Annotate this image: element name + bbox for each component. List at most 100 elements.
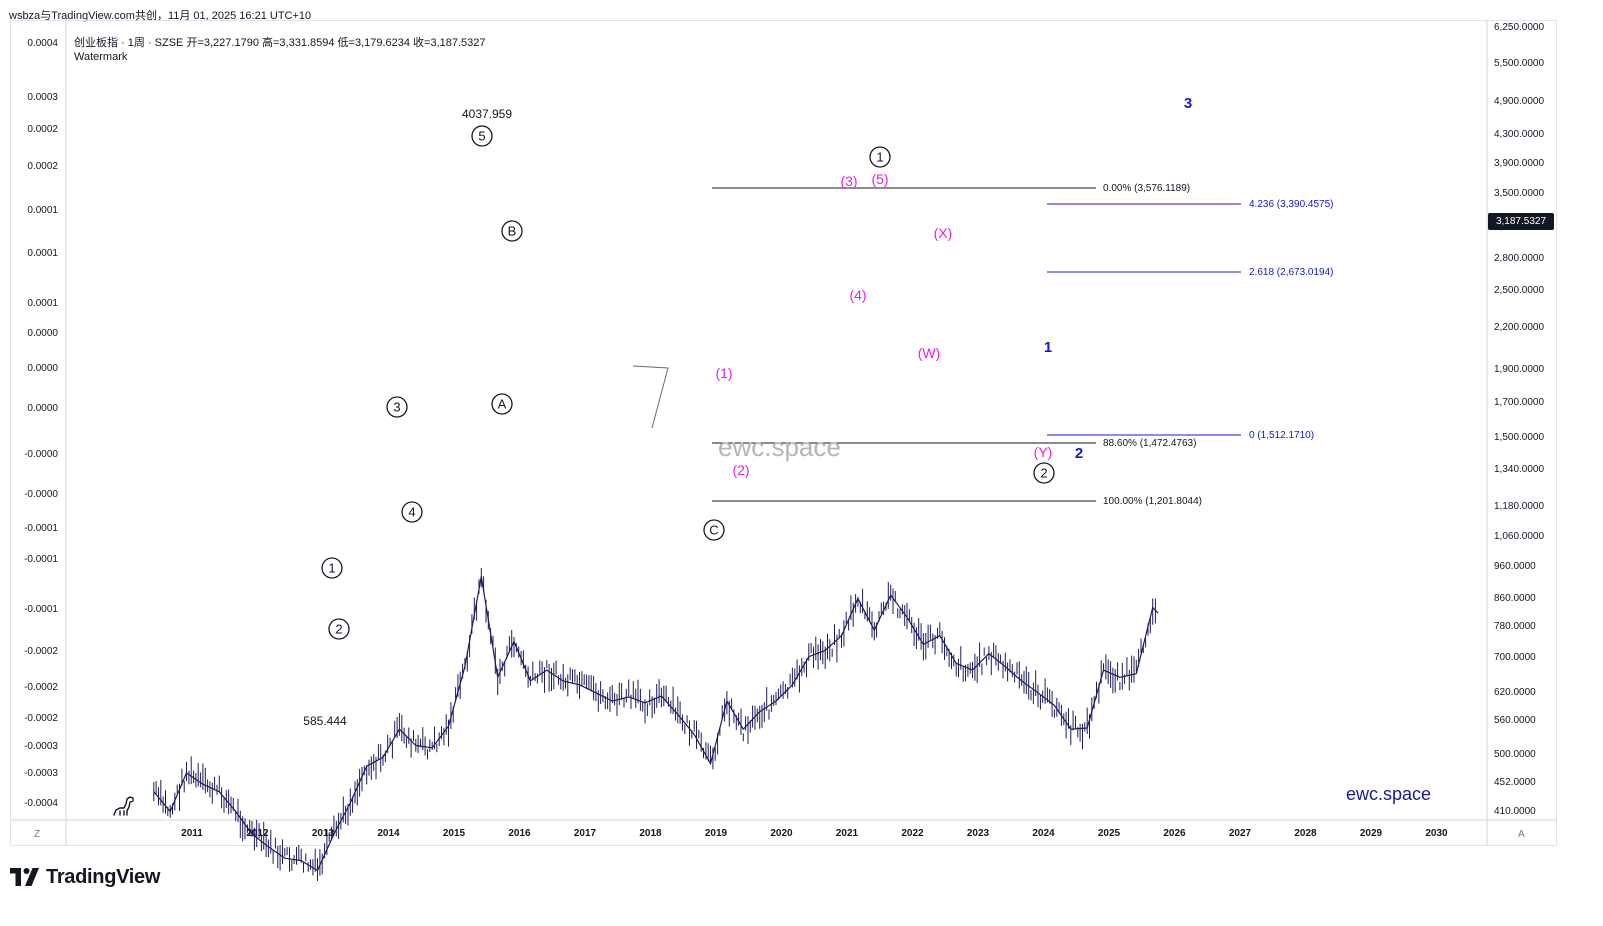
wave-magenta-label: (2) (732, 462, 749, 478)
log-scale-toggle-left[interactable]: Z (34, 829, 41, 840)
right-price-tick: 1,900.0000 (1494, 364, 1544, 375)
right-price-tick: 5,500.0000 (1494, 58, 1544, 69)
wave-labels[interactable]: 5 B A 3 4 1 2 C 1 2 (1) (2) (3) (4) (5) (X) (W) (Y) 1 2 3 403… (303, 95, 1192, 728)
time-tick: 2019 (705, 828, 728, 839)
wave-circle-text: A (498, 397, 507, 412)
time-tick: 2013 (312, 828, 335, 839)
site-label: ewc.space (1346, 784, 1432, 804)
wave-circled-label: 1 (869, 146, 891, 168)
wave-magenta-label: (X) (934, 225, 953, 241)
wave-blue-label: 2 (1075, 445, 1083, 462)
legend-watermark-label[interactable]: Watermark (74, 51, 128, 63)
right-price-tick: 3,900.0000 (1494, 158, 1544, 169)
drawing-overlays[interactable]: 0.00% (3,576.1189) 88.60% (1,472.4763) 100… (632, 183, 1334, 507)
wave-magenta-label: (5) (871, 171, 888, 187)
left-price-tick: 0.0001 (27, 248, 58, 259)
price-series (153, 567, 1159, 881)
wave-circle-icon (501, 220, 523, 242)
time-tick: 2014 (377, 828, 400, 839)
time-tick: 2015 (443, 828, 466, 839)
wave-circle-icon (1033, 462, 1055, 484)
left-price-tick: -0.0000 (24, 449, 58, 460)
wave-magenta-label: (W) (918, 345, 941, 361)
wave-circle-icon (869, 146, 891, 168)
wave-magenta-label: (3) (840, 173, 857, 189)
fib-extension-label: 4.236 (3,390.4575) (1249, 199, 1334, 210)
dino-icon[interactable] (113, 796, 134, 816)
right-price-tick: 700.0000 (1494, 652, 1536, 663)
time-tick: 2022 (901, 828, 924, 839)
fib-level-label: 100.00% (1,201.8044) (1103, 496, 1202, 507)
right-price-tick: 1,180.0000 (1494, 501, 1544, 512)
wave-circle-text: B (508, 224, 517, 239)
right-price-tick: 3,500.0000 (1494, 188, 1544, 199)
wave-circle-icon (703, 519, 725, 541)
right-price-tick: 780.0000 (1494, 621, 1536, 632)
left-price-tick: 0.0003 (27, 92, 58, 103)
auto-scale-toggle[interactable]: A (1518, 829, 1525, 840)
fib-level-label: 0.00% (3,576.1189) (1103, 183, 1190, 194)
wave-circled-label: 1 (321, 557, 343, 579)
fib-extension-label: 2.618 (2,673.0194) (1249, 267, 1334, 278)
time-tick: 2028 (1294, 828, 1317, 839)
left-price-axis[interactable]: 0.0004 0.0003 0.0002 0.0002 0.0001 0.0001 0.00… (24, 38, 58, 809)
wave-magenta-label: (1) (715, 365, 732, 381)
wave-circle-icon (321, 557, 343, 579)
left-price-tick: -0.0002 (24, 682, 58, 693)
right-price-tick: 2,500.0000 (1494, 285, 1544, 296)
left-price-tick: 0.0001 (27, 205, 58, 216)
fib-extension-label: 0 (1,512.1710) (1249, 430, 1314, 441)
wave-circled-label: 5 (471, 125, 493, 147)
right-price-tick: 452.0000 (1494, 777, 1536, 788)
left-price-tick: -0.0003 (24, 741, 58, 752)
time-tick: 2011 (181, 828, 203, 839)
time-tick: 2012 (246, 828, 269, 839)
wave-circle-text: 2 (335, 622, 342, 637)
wave-circle-text: 3 (393, 400, 400, 415)
right-price-tick: 1,700.0000 (1494, 397, 1544, 408)
wave-circled-label: C (703, 519, 725, 541)
wave-blue-label: 3 (1184, 95, 1192, 112)
wave-circle-text: 4 (408, 505, 415, 520)
symbol-legend[interactable]: 创业板指 · 1周 · SZSE 开=3,227.1790 高=3,331.85… (74, 37, 486, 49)
wave-circled-label: 2 (328, 618, 350, 640)
fib-level-label: 88.60% (1,472.4763) (1103, 438, 1196, 449)
left-price-tick: -0.0001 (24, 554, 58, 565)
right-price-tick: 500.0000 (1494, 749, 1536, 760)
time-tick: 2030 (1425, 828, 1448, 839)
brand-name: TradingView (46, 865, 161, 888)
left-price-tick: -0.0004 (24, 798, 58, 809)
left-price-tick: 0.0000 (27, 403, 58, 414)
wave-circle-text: C (709, 523, 718, 538)
wave-circle-text: 1 (876, 150, 883, 165)
left-price-tick: -0.0000 (24, 489, 58, 500)
right-price-tick: 4,300.0000 (1494, 129, 1544, 140)
attribution-text: wsbza与TradingView.com共创，11月 01, 2025 16:… (9, 10, 312, 22)
last-price-badge: 3,187.5327 (1488, 213, 1554, 230)
time-tick: 2029 (1360, 828, 1383, 839)
chart-frame (10, 20, 1557, 846)
time-axis[interactable]: 2011 2012 2013 2014 2015 2016 2017 2018 2019 2020… (181, 828, 1448, 839)
tradingview-logo[interactable]: TradingView (10, 864, 160, 890)
time-tick: 2017 (574, 828, 597, 839)
right-price-tick: 1,340.0000 (1494, 464, 1544, 475)
right-price-tick: 960.0000 (1494, 561, 1536, 572)
right-price-tick: 560.0000 (1494, 715, 1536, 726)
chart-watermark: ewc.space (718, 432, 841, 462)
time-tick: 2018 (639, 828, 662, 839)
wave-circled-label: A (491, 393, 513, 415)
right-price-tick: 1,060.0000 (1494, 531, 1544, 542)
right-price-tick: 410.0000 (1494, 806, 1536, 817)
wave-magenta-label: (Y) (1034, 444, 1053, 460)
right-price-tick: 620.0000 (1494, 687, 1536, 698)
time-tick: 2024 (1032, 828, 1055, 839)
triangle-drawing (632, 365, 669, 429)
right-price-axis[interactable]: 6,250.0000 5,500.0000 4,900.0000 4,300.0000… (1494, 22, 1544, 817)
wave-circle-icon (491, 393, 513, 415)
left-price-tick: 0.0001 (27, 298, 58, 309)
time-tick: 2016 (508, 828, 531, 839)
left-price-tick: -0.0001 (24, 523, 58, 534)
left-price-tick: 0.0002 (27, 124, 58, 135)
wave-circled-label: 4 (401, 501, 423, 523)
